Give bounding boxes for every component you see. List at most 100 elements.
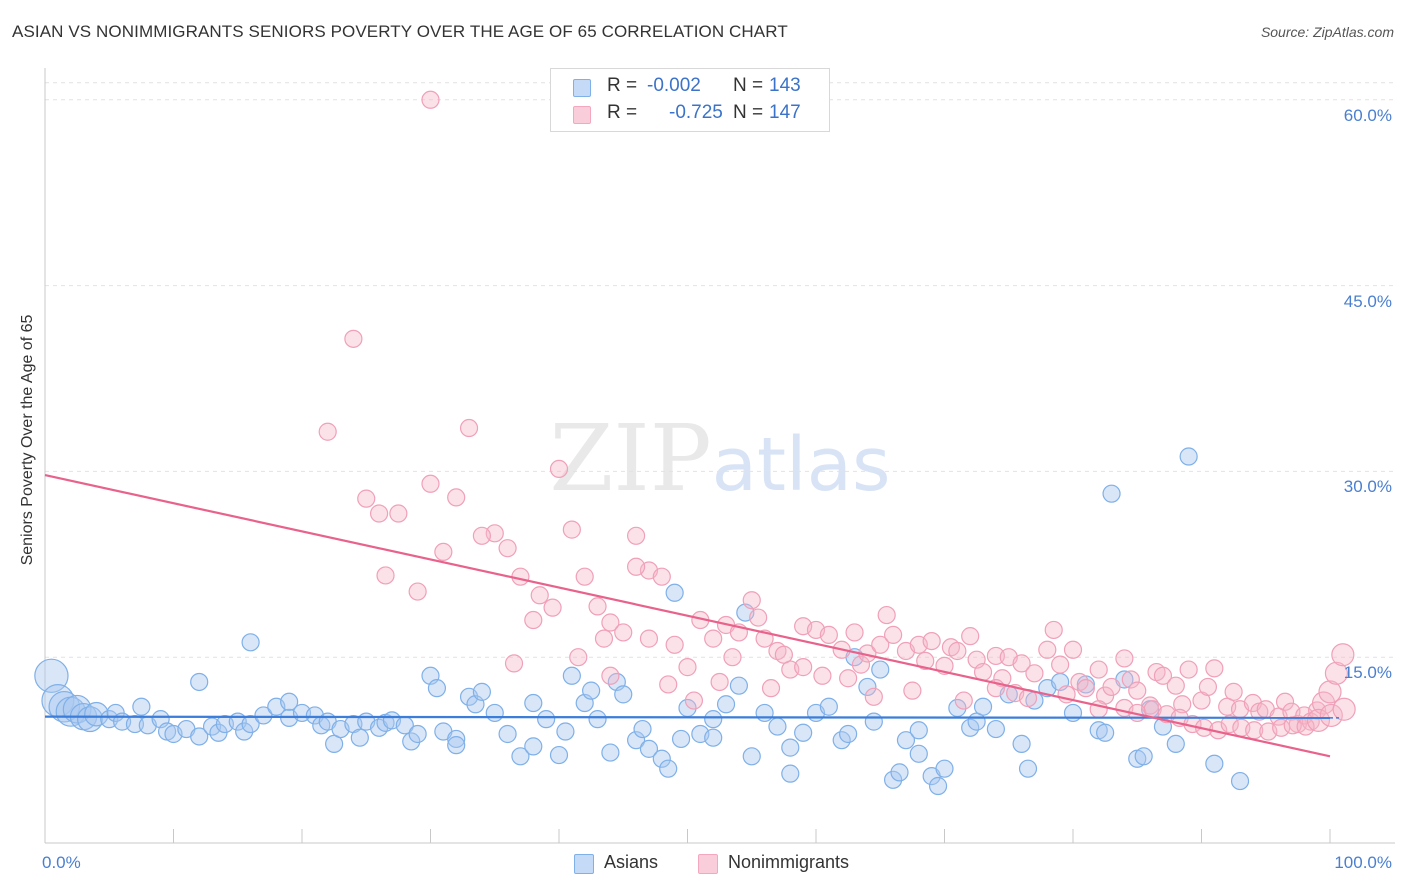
asian-point — [883, 770, 903, 789]
nonimmigrant-point — [588, 597, 607, 616]
y-tick-label: 45.0% — [1343, 291, 1392, 311]
asian-point — [935, 759, 954, 778]
asian-point — [447, 736, 466, 755]
asian-point — [402, 732, 421, 751]
asian-point — [524, 693, 543, 713]
nonimmigrant-point — [1121, 670, 1140, 689]
nonimmigrant-point — [1205, 659, 1224, 678]
nonimmigrant-point — [1025, 664, 1044, 683]
nonimmigrant-point — [678, 658, 697, 677]
asian-point — [524, 737, 543, 756]
nonimmigrant-point — [370, 504, 389, 523]
asian-point — [729, 676, 749, 695]
x-tick-label-max: 100.0% — [1334, 853, 1392, 872]
nonimmigrant-point — [601, 613, 620, 632]
asian-point — [511, 747, 530, 766]
asian-point — [704, 728, 723, 747]
nonimmigrant-point — [594, 629, 614, 648]
nonimmigrant-point — [1102, 677, 1121, 697]
nonimmigrant-point — [601, 666, 620, 685]
nonimmigrant-point — [883, 625, 903, 644]
asian-point — [794, 723, 813, 742]
asian-point — [601, 743, 620, 762]
nonimmigrant-point — [1220, 714, 1239, 734]
nonimmigrant-point — [1128, 681, 1147, 700]
asian-point — [447, 729, 466, 749]
nonimmigrant-point — [742, 591, 761, 610]
nonimmigrant-point — [986, 646, 1006, 666]
nonimmigrant-point — [543, 598, 562, 617]
correlation-legend: R = -0.002 N = 143 R = -0.725 N = 147 — [550, 68, 830, 132]
asian-point — [1018, 759, 1038, 778]
nonimmigrant-point — [652, 567, 671, 586]
y-axis-label: Seniors Poverty Over the Age of 65 — [19, 314, 36, 566]
legend-label-asians: Asians — [604, 852, 659, 872]
legend-n-value: 147 — [769, 102, 801, 123]
legend-swatch-nonimmigrants — [573, 106, 591, 124]
nonimmigrant-point — [344, 329, 363, 348]
asian-point — [190, 672, 209, 692]
asian-point — [626, 731, 646, 750]
asian-point — [896, 731, 916, 750]
legend-r-label: R = — [607, 102, 638, 123]
asian-point — [241, 633, 260, 652]
asian-point — [1230, 771, 1250, 791]
nonimmigrant-point — [549, 459, 569, 479]
asian-trend-line — [44, 715, 1331, 719]
nonimmigrant-point — [639, 629, 659, 648]
asian-point — [716, 695, 736, 714]
asian-point — [986, 719, 1006, 739]
nonimmigrant-point — [626, 526, 646, 545]
legend-n-label: N = — [733, 102, 764, 123]
nonimmigrant-point — [845, 623, 864, 642]
nonimmigrant-point — [1166, 676, 1185, 695]
asian-point — [839, 724, 858, 744]
asian-point — [1205, 754, 1224, 773]
nonimmigrant-point — [659, 675, 678, 694]
asian-point — [582, 681, 601, 700]
nonimmigrant-point — [819, 625, 838, 644]
nonimmigrant-point — [1319, 703, 1343, 728]
asian-point — [909, 721, 928, 740]
legend-r-label: R = — [607, 75, 638, 96]
nonimmigrant-point — [1051, 655, 1070, 674]
nonimmigrant-point — [626, 557, 646, 576]
asian-point — [665, 583, 684, 602]
asian-point — [498, 724, 517, 744]
nonimmigrant-point — [877, 605, 896, 625]
nonimmigrant-point — [813, 666, 832, 685]
nonimmigrant-point — [318, 422, 337, 441]
y-tick-label: 30.0% — [1343, 477, 1392, 497]
asian-point — [755, 703, 774, 723]
chart-source: Source: ZipAtlas.com — [1260, 24, 1394, 40]
asian-point — [556, 722, 575, 741]
x-tick-label-min: 0.0% — [42, 853, 81, 872]
asian-point — [485, 703, 504, 723]
asian-point — [819, 697, 838, 716]
nonimmigrant-point — [569, 648, 588, 667]
asian-point — [858, 677, 877, 697]
legend-r-value: -0.002 — [647, 75, 701, 96]
nonimmigrant-point — [447, 488, 466, 507]
asian-point — [890, 763, 909, 782]
nonimmigrant-point — [1179, 660, 1198, 679]
nonimmigrant-point — [1272, 718, 1291, 737]
nonimmigrant-point — [954, 691, 973, 710]
nonimmigrant-point — [524, 610, 543, 630]
asian-point — [1134, 747, 1153, 766]
asian-point — [768, 717, 787, 736]
asian-point — [132, 697, 151, 716]
legend-swatch-nonimmigrants — [698, 854, 718, 874]
nonimmigrant-point — [1224, 682, 1243, 701]
asian-point — [1166, 734, 1185, 754]
nonimmigrant-point — [871, 635, 890, 654]
asian-point — [1096, 723, 1115, 742]
asian-point — [562, 666, 581, 685]
nonimmigrant-point — [575, 567, 594, 586]
nonimmigrant-point — [1115, 649, 1134, 668]
asian-point — [928, 776, 948, 796]
nonimmigrant-point — [961, 627, 980, 646]
legend-n-label: N = — [733, 75, 764, 96]
nonimmigrant-point — [1173, 695, 1192, 714]
y-tick-label: 60.0% — [1343, 105, 1392, 125]
